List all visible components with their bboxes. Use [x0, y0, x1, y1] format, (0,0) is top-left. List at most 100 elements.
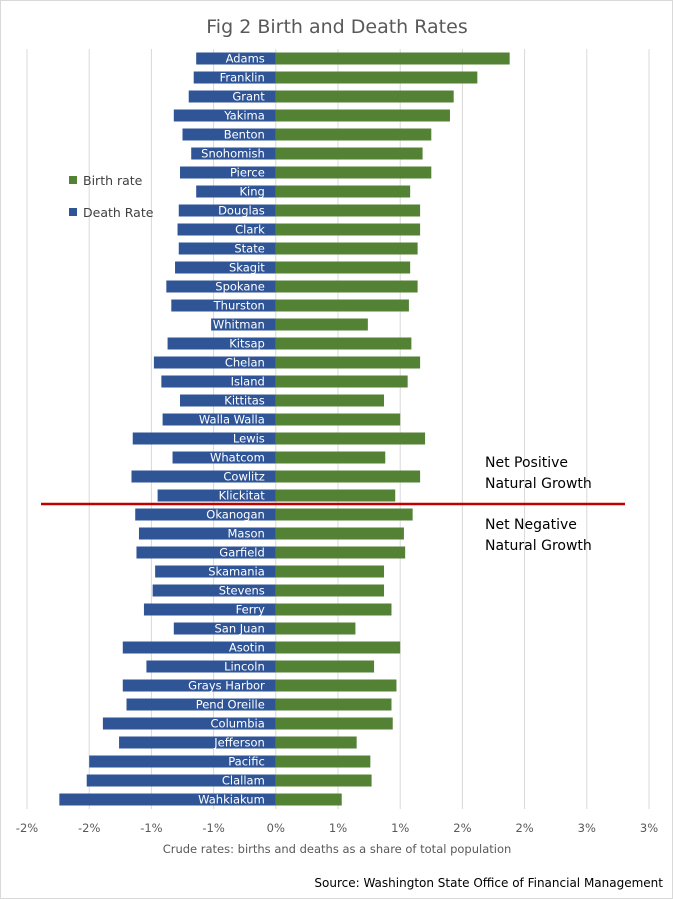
bar-death-rate: [153, 356, 276, 369]
bar-death-rate: [135, 508, 276, 521]
county-label: Douglas: [218, 204, 265, 218]
bar-birth-rate: [275, 432, 426, 445]
bar-birth-rate: [275, 280, 418, 293]
bar-death-rate: [102, 717, 276, 730]
bar-death-rate: [188, 90, 276, 103]
bar-death-rate: [180, 166, 276, 179]
legend-swatch-birth-rate: [69, 176, 77, 184]
bar-birth-rate: [275, 698, 392, 711]
bar-birth-rate: [275, 774, 372, 787]
x-tick-label: -2%: [78, 821, 100, 835]
bar-death-rate: [155, 565, 276, 578]
county-label: Ferry: [236, 603, 265, 617]
county-label: Kitsap: [229, 337, 265, 351]
county-label: Snohomish: [201, 147, 265, 161]
bar-death-rate: [196, 185, 276, 198]
county-label: Kittitas: [224, 394, 265, 408]
bar-death-rate: [172, 451, 276, 464]
bar-birth-rate: [275, 90, 454, 103]
bar-death-rate: [122, 641, 276, 654]
county-label: Lewis: [233, 432, 265, 446]
x-tick-label: 1%: [391, 821, 409, 835]
x-tick-label: 3%: [640, 821, 658, 835]
bar-birth-rate: [275, 641, 401, 654]
bar-birth-rate: [275, 394, 385, 407]
bar-death-rate: [132, 432, 276, 445]
bar-death-rate: [175, 261, 276, 274]
chart-title: Fig 2 Birth and Death Rates: [206, 16, 467, 38]
bar-birth-rate: [275, 299, 409, 312]
bar-birth-rate: [275, 185, 411, 198]
bar-birth-rate: [275, 793, 342, 806]
county-label: Yakima: [223, 109, 265, 123]
bar-death-rate: [157, 489, 276, 502]
bar-death-rate: [161, 375, 276, 388]
x-tick-label: 0%: [267, 821, 285, 835]
annotation-net-positive-line1: Net Positive: [485, 455, 568, 471]
county-label: Skagit: [229, 261, 265, 275]
x-tick-label: 1%: [329, 821, 347, 835]
bar-death-rate: [146, 660, 276, 673]
x-tick-label: -1%: [202, 821, 224, 835]
bar-birth-rate: [275, 413, 401, 426]
annotation-net-negative-line2: Natural Growth: [485, 538, 592, 554]
bar-birth-rate: [275, 755, 371, 768]
bar-death-rate: [166, 280, 276, 293]
bar-death-rate: [211, 318, 276, 331]
bar-death-rate: [59, 793, 276, 806]
bar-birth-rate: [275, 527, 404, 540]
legend-label-birth-rate: Birth rate: [83, 173, 143, 188]
bar-death-rate: [136, 546, 276, 559]
bar-death-rate: [86, 774, 276, 787]
county-label: Thurston: [213, 299, 265, 313]
bar-death-rate: [89, 755, 276, 768]
bar-birth-rate: [275, 128, 432, 141]
county-label: Okanogan: [206, 508, 265, 522]
county-labels: Adams Franklin Grant Yakima Benton Snohomish P…: [188, 52, 265, 807]
bar-birth-rate: [275, 508, 413, 521]
bar-birth-rate: [275, 109, 450, 122]
bar-death-rate: [173, 109, 276, 122]
legend-label-death-rate: Death Rate: [83, 205, 154, 220]
bar-birth-rate: [275, 546, 406, 559]
bar-birth-rate: [275, 603, 392, 616]
county-label: Benton: [224, 128, 265, 142]
bar-birth-rate: [275, 584, 385, 597]
county-label: Clallam: [222, 774, 265, 788]
bar-death-rate: [131, 470, 276, 483]
county-label: San Juan: [214, 622, 264, 636]
bar-death-rate: [126, 698, 276, 711]
county-label: Jefferson: [213, 736, 265, 750]
x-tick-label: -1%: [140, 821, 162, 835]
bar-death-rate: [177, 223, 276, 236]
bar-death-rate: [152, 584, 276, 597]
county-label: Wahkiakum: [198, 793, 265, 807]
bar-death-rate: [119, 736, 276, 749]
bar-death-rate: [143, 603, 276, 616]
county-label: Grays Harbor: [188, 679, 265, 693]
county-label: Klickitat: [219, 489, 266, 503]
bar-death-rate: [167, 337, 276, 350]
bar-birth-rate: [275, 204, 421, 217]
county-label: Island: [231, 375, 265, 389]
x-tick-label: 3%: [578, 821, 596, 835]
county-label: Franklin: [220, 71, 265, 85]
bar-death-rate: [193, 71, 276, 84]
county-label: King: [239, 185, 264, 199]
bar-birth-rate: [275, 242, 418, 255]
county-label: Spokane: [215, 280, 265, 294]
bar-birth-rate: [275, 166, 432, 179]
county-label: Asotin: [229, 641, 265, 655]
county-label: Mason: [228, 527, 265, 541]
county-label: Grant: [232, 90, 265, 104]
county-label: State: [234, 242, 264, 256]
bar-birth-rate: [275, 451, 386, 464]
bar-birth-rate: [275, 470, 421, 483]
county-label: Whitman: [213, 318, 265, 332]
bar-death-rate: [182, 128, 276, 141]
bar-birth-rate: [275, 622, 356, 635]
county-label: Adams: [226, 52, 265, 66]
source-note: Source: Washington State Office of Finan…: [314, 876, 663, 890]
